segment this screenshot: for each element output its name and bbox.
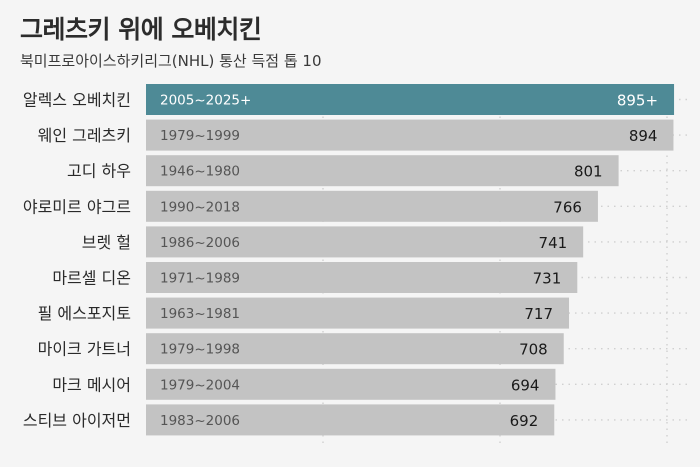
period-label: 1979~1998 [160, 342, 240, 358]
bar [146, 226, 584, 258]
value-label: 766 [553, 198, 582, 216]
value-label: 717 [524, 305, 553, 323]
period-label: 1983~2006 [160, 413, 240, 429]
value-label: 894 [629, 127, 658, 145]
bar [146, 404, 555, 436]
category-label: 야로미르 야그르 [23, 197, 131, 216]
bar [146, 333, 564, 365]
category-label: 브렛 헐 [82, 233, 131, 252]
value-label: 708 [519, 341, 548, 359]
category-label: 마크 메시어 [52, 375, 131, 394]
bar [146, 297, 570, 329]
value-label: 801 [574, 163, 603, 181]
period-label: 1946~1980 [160, 164, 240, 180]
category-label: 고디 하우 [67, 162, 131, 181]
period-label: 1963~1981 [160, 306, 240, 322]
period-label: 2005~2025+ [160, 93, 251, 109]
period-label: 1986~2006 [160, 235, 240, 251]
bar [146, 368, 556, 400]
bar [146, 262, 578, 293]
period-label: 1979~1999 [160, 128, 240, 144]
period-label: 1979~2004 [160, 377, 240, 393]
bar [146, 84, 675, 115]
value-label: 694 [511, 376, 540, 394]
period-label: 1971~1989 [160, 271, 240, 287]
bar [146, 119, 674, 151]
bar [146, 190, 598, 222]
category-label: 스티브 아이저먼 [23, 411, 131, 430]
value-label: 895+ [617, 92, 658, 110]
category-label: 웨인 그레츠키 [38, 126, 131, 145]
value-label: 692 [510, 412, 539, 430]
category-label: 필 에스포지토 [38, 304, 131, 323]
category-label: 마이크 가트너 [38, 340, 131, 359]
category-label: 마르셀 디온 [52, 269, 131, 288]
value-label: 741 [539, 234, 568, 252]
page-title: 그레츠키 위에 오베치킨 [20, 15, 262, 44]
bar [146, 155, 619, 187]
category-label: 알렉스 오베치킨 [23, 91, 131, 110]
value-label: 731 [533, 270, 562, 288]
page-subtitle: 북미프로아이스하키리그(NHL) 통산 득점 톱 10 [20, 52, 322, 70]
period-label: 1990~2018 [160, 199, 240, 215]
